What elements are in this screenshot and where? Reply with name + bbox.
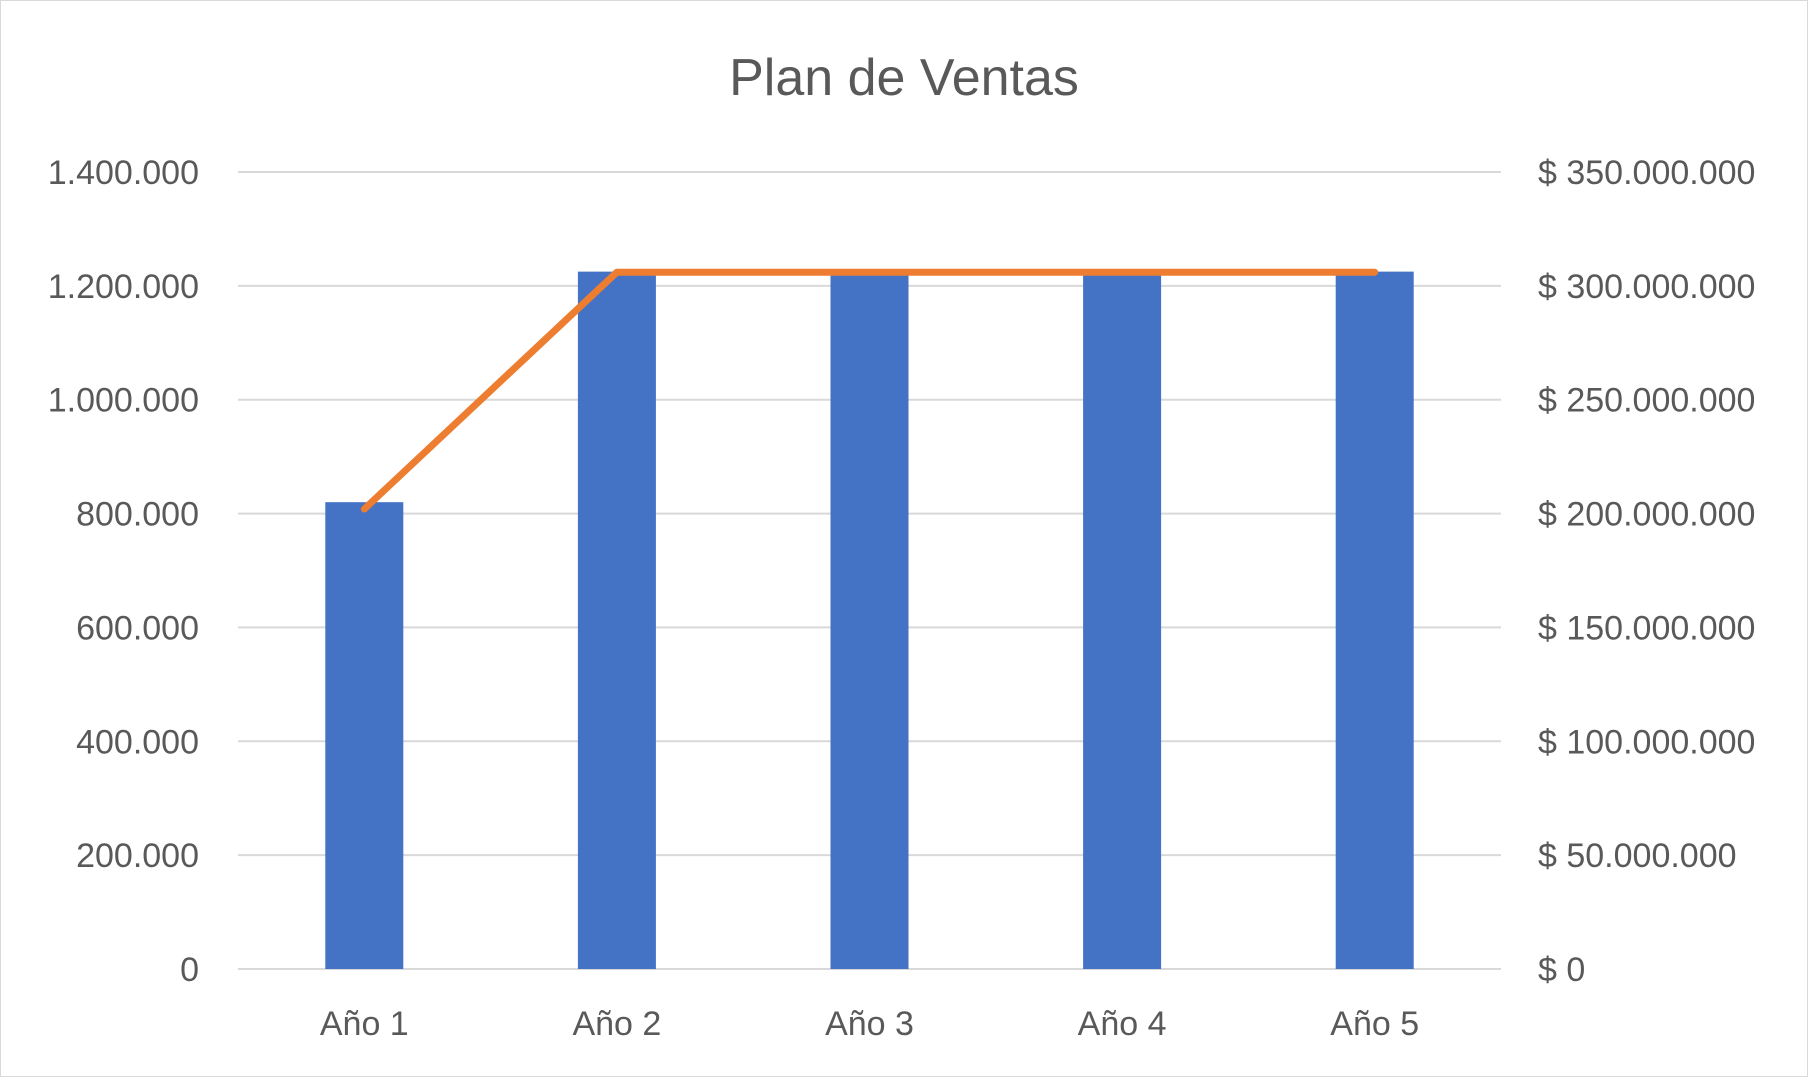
left-axis-tick-label: 0	[180, 951, 199, 989]
right-axis-tick-label: $ 150.000.000	[1538, 609, 1755, 647]
bar-3	[830, 271, 909, 969]
right-axis-tick-label: $ 250.000.000	[1538, 382, 1755, 420]
left-axis-tick-label: 800.000	[76, 496, 199, 534]
right-axis-tick-label: $ 0	[1538, 951, 1585, 989]
left-axis-tick-labels: 0 200.000 400.000 600.000 800.000 1.000.000 1.…	[48, 154, 199, 989]
left-axis-tick-label: 200.000	[76, 837, 199, 875]
bar-4	[1083, 271, 1162, 969]
bar-1	[325, 502, 404, 969]
right-axis-tick-label: $ 50.000.000	[1538, 837, 1737, 875]
right-axis-tick-label: $ 200.000.000	[1538, 496, 1755, 534]
right-axis-tick-label: $ 350.000.000	[1538, 154, 1755, 192]
right-axis-tick-label: $ 100.000.000	[1538, 723, 1755, 761]
line-series	[360, 268, 1379, 513]
category-label: Año 5	[1330, 1005, 1419, 1043]
left-axis-tick-label: 1.200.000	[48, 268, 199, 306]
right-axis-tick-label: $ 300.000.000	[1538, 268, 1755, 306]
left-axis-tick-label: 600.000	[76, 609, 199, 647]
category-label: Año 1	[320, 1005, 409, 1043]
bar-2	[577, 271, 656, 969]
left-axis-tick-label: 1.000.000	[48, 382, 199, 420]
chart-title: Plan de Ventas	[729, 49, 1079, 107]
line-series-path	[360, 268, 1379, 513]
bar-series	[325, 271, 1414, 969]
bar-5	[1335, 271, 1414, 969]
right-axis-tick-labels: $ 0 $ 50.000.000 $ 100.000.000 $ 150.000.00…	[1538, 154, 1755, 989]
left-axis-tick-label: 1.400.000	[48, 154, 199, 192]
category-axis-labels: Año 1 Año 2 Año 3 Año 4 Año 5	[320, 1005, 1419, 1043]
left-axis-tick-label: 400.000	[76, 723, 199, 761]
category-label: Año 2	[572, 1005, 661, 1043]
category-label: Año 3	[825, 1005, 914, 1043]
category-label: Año 4	[1078, 1005, 1167, 1043]
